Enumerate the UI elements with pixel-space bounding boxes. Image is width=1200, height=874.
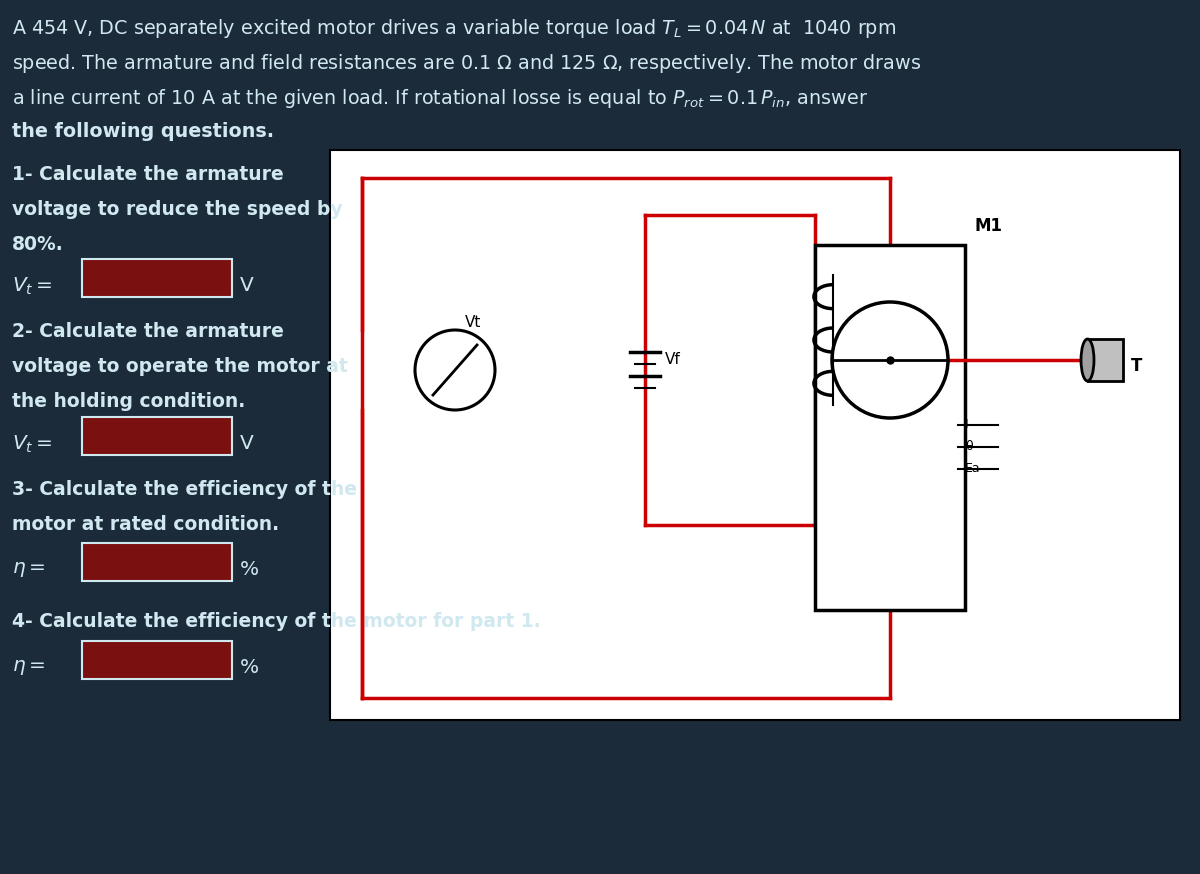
Bar — [330, 150, 1180, 720]
Text: +: + — [943, 249, 954, 262]
Text: voltage to operate the motor at: voltage to operate the motor at — [12, 357, 348, 376]
Bar — [815, 245, 965, 610]
Text: Vt: Vt — [464, 315, 481, 330]
Bar — [1087, 339, 1122, 381]
Text: 1- Calculate the armature: 1- Calculate the armature — [12, 165, 283, 184]
Text: 80%.: 80%. — [12, 235, 64, 254]
Text: motor at rated condition.: motor at rated condition. — [12, 515, 280, 534]
Text: $V_t =$: $V_t =$ — [12, 276, 53, 297]
Text: voltage to reduce the speed by: voltage to reduce the speed by — [12, 200, 343, 219]
Text: Vf: Vf — [665, 352, 680, 367]
Text: −: − — [946, 461, 956, 475]
Text: $V_t =$: $V_t =$ — [12, 434, 53, 455]
Bar — [82, 417, 232, 455]
Text: Ea: Ea — [965, 461, 980, 475]
Circle shape — [832, 302, 948, 418]
Text: the holding condition.: the holding condition. — [12, 392, 245, 411]
Ellipse shape — [1081, 339, 1094, 381]
Text: the following questions.: the following questions. — [12, 122, 274, 141]
Text: A 454 V, DC separately excited motor drives a variable torque load $T_L = 0.04\,: A 454 V, DC separately excited motor dri… — [12, 17, 896, 40]
Bar — [82, 259, 232, 297]
Text: $\eta =$: $\eta =$ — [12, 560, 46, 579]
Text: T: T — [1130, 357, 1142, 375]
Text: 3- Calculate the efficiency of the: 3- Calculate the efficiency of the — [12, 480, 358, 499]
Circle shape — [415, 330, 496, 410]
Text: 2- Calculate the armature: 2- Calculate the armature — [12, 322, 284, 341]
Text: V: V — [240, 276, 253, 295]
Bar — [82, 543, 232, 581]
Text: %: % — [240, 658, 259, 677]
Text: $\eta =$: $\eta =$ — [12, 658, 46, 677]
Text: +: + — [820, 249, 830, 262]
Text: 4- Calculate the efficiency of the motor for part 1.: 4- Calculate the efficiency of the motor… — [12, 612, 541, 631]
Text: speed. The armature and field resistances are 0.1 $\Omega$ and 125 $\Omega$, res: speed. The armature and field resistance… — [12, 52, 922, 75]
Text: I: I — [965, 418, 968, 431]
Text: M1: M1 — [974, 217, 1003, 235]
Text: +: + — [427, 351, 438, 364]
Text: a line current of 10 A at the given load. If rotational losse is equal to $P_{ro: a line current of 10 A at the given load… — [12, 87, 868, 110]
Text: −: − — [820, 412, 830, 425]
Text: −: − — [467, 385, 479, 399]
Text: −: − — [943, 589, 954, 602]
Text: %: % — [240, 560, 259, 579]
Text: θ: θ — [965, 440, 973, 453]
Text: V: V — [240, 434, 253, 453]
Bar — [82, 641, 232, 679]
